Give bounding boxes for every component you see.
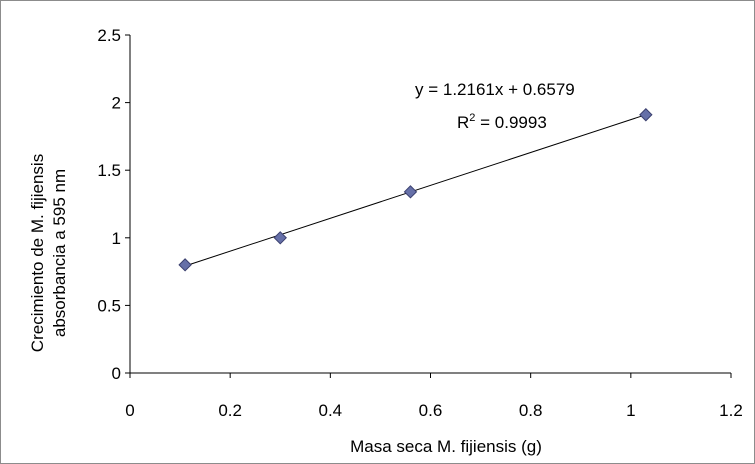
y-axis-title-line-1: Crecimiento de M. fijiensis	[28, 154, 47, 352]
tick-labels: 0 0.5 1 1.5 2 2.5 0 0.2 0.4 0.6 0.8 1 1.2	[97, 26, 742, 420]
x-tick-label: 0.2	[218, 401, 242, 420]
y-axis-title-line-2: absorbancia a 595 nm	[50, 169, 69, 337]
x-tick-label: 1	[626, 401, 635, 420]
x-tick-label: 0.4	[319, 401, 343, 420]
data-point-marker	[639, 108, 653, 122]
r-squared-prefix: R	[457, 113, 469, 132]
r-squared-superscript: 2	[469, 112, 475, 124]
x-tick-label: 0.8	[519, 401, 543, 420]
y-tick-label: 0	[112, 364, 121, 383]
x-axis-title: Masa seca M. fijiensis (g)	[350, 437, 542, 456]
y-tick-label: 0.5	[97, 296, 121, 315]
x-tick-label: 1.2	[719, 401, 743, 420]
axes	[125, 34, 732, 378]
r-squared-value: = 0.9993	[475, 113, 546, 132]
y-tick-label: 1.5	[97, 161, 121, 180]
data-point-marker	[403, 185, 418, 199]
trendline-equation: y = 1.2161x + 0.6579	[415, 80, 575, 99]
x-tick-label: 0	[125, 401, 134, 420]
y-tick-label: 2	[112, 94, 121, 113]
y-tick-label: 1	[112, 229, 121, 248]
data-point-marker	[273, 231, 287, 245]
r-squared-label: R2 = 0.9993	[457, 112, 547, 132]
y-tick-label: 2.5	[97, 26, 121, 45]
data-points	[178, 108, 653, 272]
data-point-marker	[178, 258, 192, 272]
x-tick-label: 0.6	[419, 401, 443, 420]
